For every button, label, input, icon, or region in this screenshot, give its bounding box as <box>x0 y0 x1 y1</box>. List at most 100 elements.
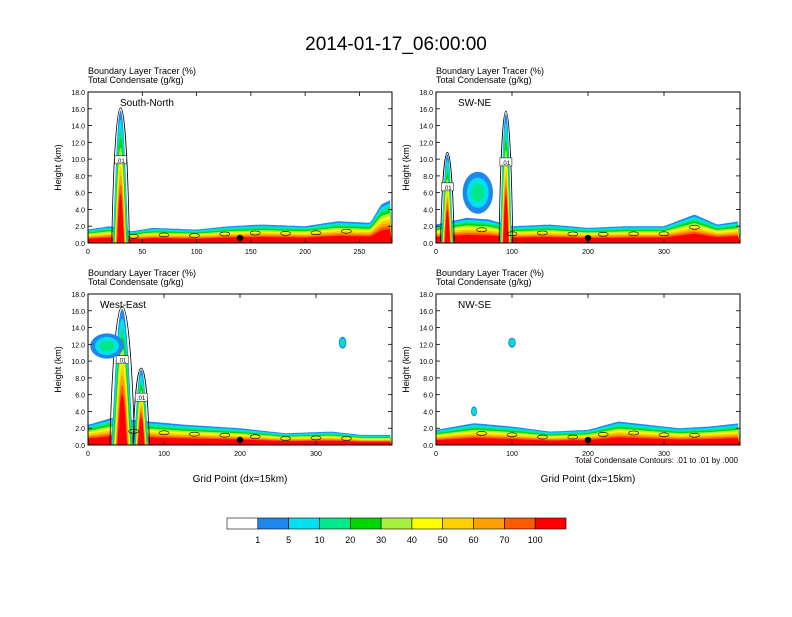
contour-label: .01 <box>137 396 146 402</box>
condensate-contour <box>440 151 455 242</box>
condensate-contour <box>249 230 261 236</box>
condensate-contour <box>506 432 518 438</box>
plot-area: .01 .01 <box>436 110 740 243</box>
panels: Boundary Layer Tracer (%) Total Condensat… <box>53 66 741 485</box>
panel-label: NW-SE <box>458 300 491 311</box>
panel-tracer-label: Boundary Layer Tracer (%) <box>436 268 544 278</box>
x-tick-label: 200 <box>582 451 594 458</box>
x-tick-label: 50 <box>138 249 146 256</box>
x-tick-label: 200 <box>582 249 594 256</box>
y-axis-label: Height (km) <box>53 346 63 393</box>
x-tick-label: 200 <box>234 451 246 458</box>
figure-title: 2014-01-17_06:00:00 <box>305 34 487 55</box>
x-tick-label: 100 <box>506 249 518 256</box>
y-tick-label: 2.0 <box>75 426 85 433</box>
colorbar-box-5 <box>380 517 413 530</box>
condensate-contour <box>597 232 609 237</box>
x-tick-label: 200 <box>299 249 311 256</box>
panel-label: West-East <box>100 300 146 311</box>
panel-tracer-label: Boundary Layer Tracer (%) <box>88 268 196 278</box>
condensate-contour <box>249 434 261 440</box>
y-tick-label: 16.0 <box>71 309 85 316</box>
colorbar-box-9 <box>504 517 536 530</box>
y-tick-label: 6.0 <box>75 393 85 400</box>
y-tick-label: 0.0 <box>423 443 433 450</box>
y-tick-label: 0.0 <box>75 241 85 248</box>
x-tick-label: 0 <box>86 249 90 256</box>
y-tick-label: 10.0 <box>419 157 433 164</box>
contour-label: .01 <box>116 159 125 165</box>
y-axis-label: Height (km) <box>53 144 63 191</box>
panel-tracer-label: Boundary Layer Tracer (%) <box>88 66 196 76</box>
y-tick-label: 14.0 <box>419 326 433 333</box>
condensate-contour <box>111 107 130 242</box>
condensate-contour <box>341 436 352 441</box>
y-tick-label: 14.0 <box>71 326 85 333</box>
y-tick-label: 18.0 <box>71 90 85 97</box>
y-tick-label: 2.0 <box>423 426 433 433</box>
x-tick-label: 0 <box>86 451 90 458</box>
y-tick-label: 4.0 <box>423 207 433 214</box>
condensate-contour <box>128 234 139 239</box>
condensate-contour <box>597 432 609 437</box>
x-tick-label: 300 <box>658 249 670 256</box>
y-tick-label: 0.0 <box>423 241 433 248</box>
y-tick-label: 6.0 <box>75 191 85 198</box>
x-axis-label: Grid Point (dx=15km) <box>193 474 288 485</box>
contour-label: .01 <box>502 161 511 167</box>
x-tick-label: 150 <box>245 249 257 256</box>
tracer-blob-0 <box>99 340 115 352</box>
plume-0-layer-10 <box>117 394 128 445</box>
contour-label-box <box>115 355 129 364</box>
colorbar-box-2 <box>288 517 320 530</box>
contour-label-box <box>134 392 148 402</box>
plume-0-layer-10 <box>117 194 125 243</box>
panel-south-north: Boundary Layer Tracer (%)Total Condensat… <box>53 66 393 256</box>
colorbar-box-0 <box>226 517 259 530</box>
plot-area: .01 <box>88 107 392 243</box>
y-tick-label: 18.0 <box>419 90 433 97</box>
colorbar: 1 5 10 20 30 40 50 60 70 100 <box>226 517 567 545</box>
condensate-contour <box>498 110 514 242</box>
x-tick-label: 250 <box>354 249 366 256</box>
colorbar-box-7 <box>442 517 474 530</box>
y-tick-label: 18.0 <box>71 292 85 299</box>
condensate-contour <box>219 432 231 438</box>
colorbar-box-3 <box>319 517 351 530</box>
panel-label: SW-NE <box>458 98 491 109</box>
condensate-contour <box>628 430 639 436</box>
contour-note: Total Condensate Contours: .01 to .01 by… <box>575 456 739 465</box>
y-tick-label: 6.0 <box>423 393 433 400</box>
tracer-blob-1 <box>340 340 345 346</box>
panel-sw-ne: Boundary Layer Tracer (%)Total Condensat… <box>401 66 741 256</box>
y-tick-label: 2.0 <box>75 224 85 231</box>
condensate-contour <box>280 436 291 441</box>
plume-1-layer-10 <box>503 195 509 243</box>
y-tick-label: 12.0 <box>419 140 433 147</box>
condensate-contour <box>628 231 639 237</box>
x-tick-label: 0 <box>434 249 438 256</box>
contour-label-box <box>114 155 127 165</box>
y-tick-label: 12.0 <box>419 342 433 349</box>
contour-label-box <box>499 157 513 167</box>
colorbar-label-3: 20 <box>345 535 355 545</box>
condensate-contour <box>158 430 170 436</box>
condensate-contour <box>689 432 700 438</box>
plot-area: .01 .01 <box>88 305 392 445</box>
x-tick-label: 100 <box>506 451 518 458</box>
panel-tracer-label: Boundary Layer Tracer (%) <box>436 66 544 76</box>
colorbar-label-0: 1 <box>255 535 260 545</box>
y-tick-label: 12.0 <box>71 140 85 147</box>
y-tick-label: 16.0 <box>419 309 433 316</box>
location-marker <box>236 234 244 242</box>
condensate-contour <box>219 231 231 237</box>
panel-west-east: Boundary Layer Tracer (%)Total Condensat… <box>53 268 393 485</box>
condensate-contour <box>658 432 670 438</box>
x-axis-label: Grid Point (dx=15km) <box>541 474 636 485</box>
x-tick-label: 0 <box>434 451 438 458</box>
y-tick-label: 4.0 <box>75 409 85 416</box>
y-tick-label: 6.0 <box>423 191 433 198</box>
y-tick-label: 14.0 <box>71 124 85 131</box>
